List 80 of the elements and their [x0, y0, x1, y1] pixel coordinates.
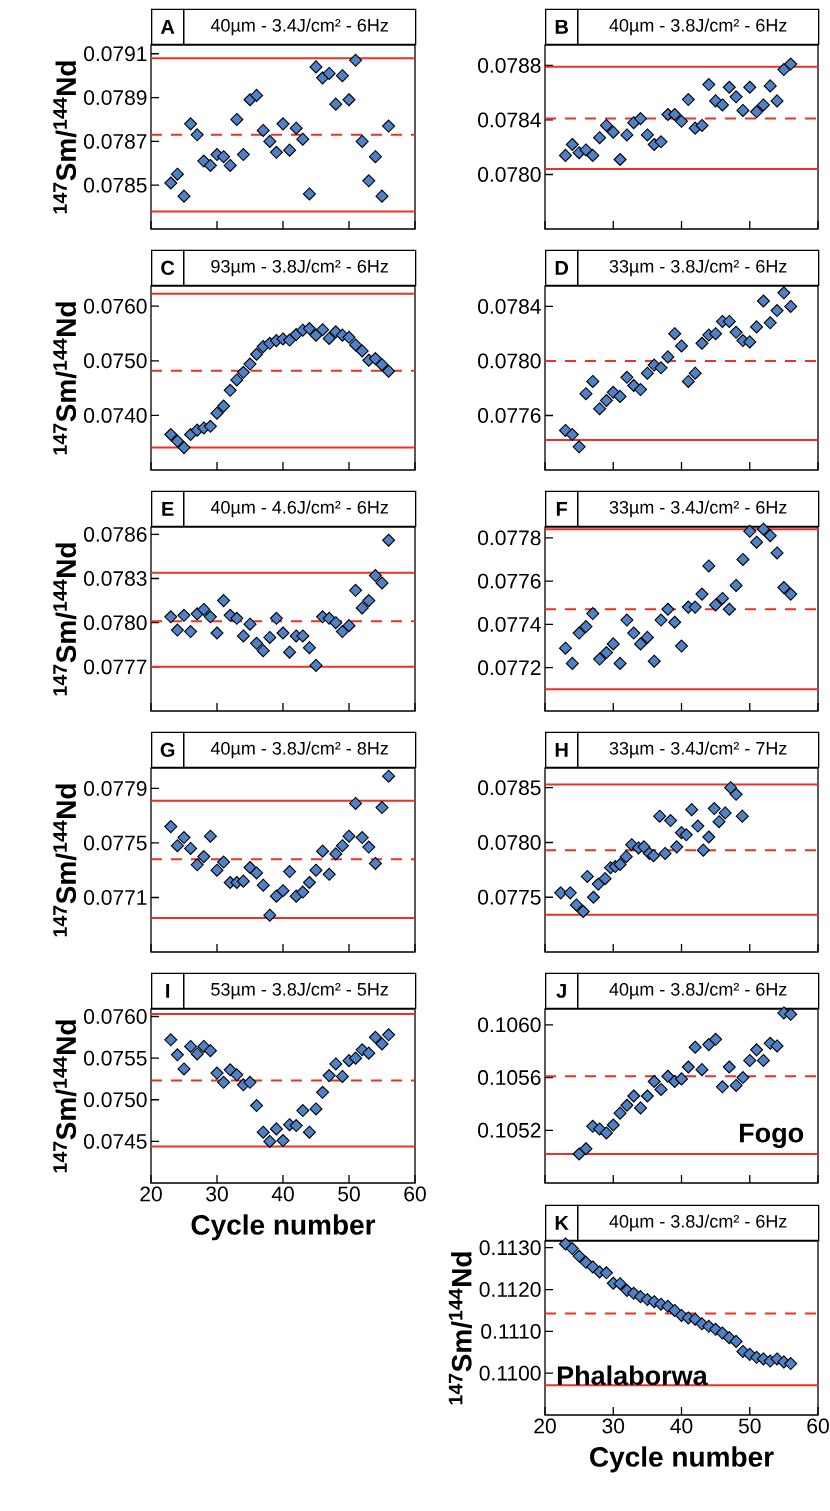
- chart-subtitle: 40µm - 3.8J/cm² - 6Hz: [609, 1214, 787, 1232]
- x-tick-label: 60: [807, 1418, 829, 1434]
- y-tick-label: 0.0785: [478, 780, 541, 796]
- y-tick-label: 0.0780: [478, 835, 541, 850]
- chart-subtitle: 33µm - 3.4J/cm² - 6Hz: [609, 500, 787, 518]
- chart-subtitle: 40µm - 3.8J/cm² - 6Hz: [609, 982, 787, 1000]
- y-tick-label: 0.0777: [84, 659, 147, 675]
- y-tick-label: 0.0740: [84, 407, 147, 423]
- y-tick-label: 0.0786: [84, 526, 147, 542]
- y-axis-title: $^{147}$Sm/$^{144}$Nd: [53, 61, 77, 214]
- chart-title: B: [555, 19, 568, 34]
- x-tick-label: 50: [338, 1186, 360, 1202]
- chart-title: G: [160, 742, 175, 757]
- y-tick-label: 0.0791: [84, 46, 147, 62]
- chart-title: J: [556, 983, 566, 998]
- y-tick-label: 0.1130: [479, 1240, 541, 1256]
- y-tick-label: 0.0775: [84, 835, 147, 851]
- chart-title: A: [160, 19, 175, 34]
- y-tick-label: 0.0784: [478, 299, 541, 314]
- y-tick-label: 0.0778: [478, 530, 541, 546]
- chart-title: I: [166, 983, 170, 998]
- y-tick-label: 0.0750: [84, 353, 147, 369]
- annotation: Fogo: [739, 1123, 804, 1149]
- chart-subtitle: 40µm - 3.8J/cm² - 6Hz: [609, 18, 787, 36]
- y-tick-label: 0.0776: [478, 573, 541, 589]
- chart-title: C: [161, 260, 175, 275]
- chart-subtitle: 93µm - 3.8J/cm² - 6Hz: [211, 259, 388, 277]
- chart-title: D: [555, 260, 569, 275]
- y-tick-label: 0.1056: [478, 1070, 541, 1085]
- y-tick-label: 0.0745: [84, 1133, 147, 1149]
- x-tick-label: 40: [271, 1186, 294, 1202]
- y-tick-label: 0.0780: [478, 353, 541, 369]
- x-tick-label: 50: [738, 1418, 761, 1434]
- y-axis-title: $^{147}$Sm/$^{144}$Nd: [53, 302, 77, 455]
- x-tick-label: 60: [404, 1186, 426, 1202]
- chart-title: H: [555, 742, 568, 757]
- x-tick-label: 20: [140, 1186, 162, 1202]
- y-tick-label: 0.0789: [84, 90, 147, 105]
- y-axis-title: $^{147}$Sm/$^{144}$Nd: [448, 1252, 472, 1405]
- y-tick-label: 0.1052: [478, 1122, 541, 1138]
- y-tick-label: 0.0774: [478, 616, 541, 632]
- chart-title: F: [556, 501, 568, 516]
- y-axis-title: $^{147}$Sm/$^{144}$Nd: [53, 543, 77, 696]
- chart-subtitle: 40µm - 3.8J/cm² - 8Hz: [210, 741, 388, 759]
- y-tick-label: 0.0780: [478, 167, 541, 182]
- x-tick-label: 40: [670, 1418, 693, 1434]
- chart-subtitle: 33µm - 3.8J/cm² - 6Hz: [609, 259, 787, 277]
- chart-subtitle: 40µm - 4.6J/cm² - 6Hz: [210, 500, 388, 518]
- y-tick-label: 0.1100: [479, 1365, 541, 1381]
- y-tick-label: 0.0787: [84, 133, 147, 149]
- y-tick-label: 0.0785: [84, 177, 147, 193]
- chart-subtitle: 53µm - 3.8J/cm² - 5Hz: [211, 982, 388, 1000]
- chart-subtitle: 40µm - 3.4J/cm² - 6Hz: [210, 18, 388, 36]
- chart-title: K: [555, 1215, 569, 1230]
- x-tick-label: 30: [602, 1418, 625, 1434]
- y-axis-title: $^{147}$Sm/$^{144}$Nd: [53, 1020, 77, 1173]
- y-tick-label: 0.0755: [84, 1050, 147, 1066]
- y-tick-label: 0.0776: [478, 408, 541, 423]
- y-tick-label: 0.0772: [478, 660, 541, 676]
- x-axis-title: Cycle number: [191, 1214, 376, 1241]
- chart-subtitle: 33µm - 3.4J/cm² - 7Hz: [609, 741, 787, 759]
- y-tick-label: 0.0788: [478, 58, 541, 73]
- y-axis-title: $^{147}$Sm/$^{144}$Nd: [53, 784, 77, 937]
- y-tick-label: 0.0775: [478, 889, 541, 905]
- y-tick-label: 0.0784: [478, 112, 541, 128]
- y-tick-label: 0.0783: [84, 571, 147, 586]
- x-tick-label: 30: [206, 1186, 228, 1202]
- y-tick-label: 0.1110: [481, 1323, 541, 1339]
- y-tick-label: 0.0779: [84, 781, 147, 796]
- x-tick-label: 20: [534, 1418, 556, 1434]
- y-tick-label: 0.1120: [479, 1282, 541, 1297]
- y-tick-label: 0.0780: [84, 615, 147, 631]
- annotation: Phalaborwa: [557, 1365, 708, 1386]
- chart-title: E: [162, 501, 174, 516]
- y-tick-label: 0.0771: [84, 890, 147, 905]
- y-tick-label: 0.1060: [478, 1017, 541, 1033]
- x-axis-title: Cycle number: [590, 1446, 774, 1473]
- y-tick-label: 0.0760: [84, 298, 147, 314]
- y-tick-label: 0.0750: [84, 1092, 147, 1108]
- y-tick-label: 0.0760: [84, 1009, 147, 1024]
